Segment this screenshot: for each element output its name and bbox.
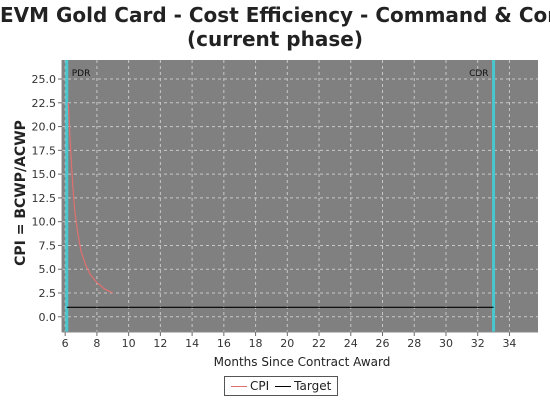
x-tick-label: 28	[407, 337, 421, 350]
legend-label-target: Target	[294, 379, 332, 393]
legend-swatch-cpi	[231, 385, 247, 387]
chart-subtitle: (current phase)	[187, 27, 363, 51]
legend-item-target: Target	[275, 379, 331, 393]
y-tick-label: 10.0	[32, 216, 57, 229]
axes: 6 8 10 12 14 16 18 20 22 24 26 28 30 32 34 0.0 2.5 5.0 7.5…	[32, 60, 538, 350]
y-tick-label: 5.0	[39, 263, 57, 276]
x-tick-label: 26	[376, 337, 390, 350]
x-axis-label: Months Since Contract Award	[214, 355, 391, 369]
legend-swatch-target	[275, 385, 292, 387]
x-tick-label: 16	[217, 337, 231, 350]
x-tick-label: 8	[93, 337, 100, 350]
x-tick-label: 6	[62, 337, 69, 350]
x-tick-label: 32	[471, 337, 485, 350]
grid	[62, 60, 538, 332]
legend-label-cpi: CPI	[250, 379, 270, 393]
milestone-label-cdr: CDR	[469, 69, 488, 79]
x-tick-label: 34	[502, 337, 516, 350]
milestone-label-pdr: PDR	[72, 69, 91, 79]
y-tick-label: 22.5	[32, 97, 57, 110]
legend-item-cpi: CPI	[231, 379, 269, 393]
x-tick-label: 12	[153, 337, 167, 350]
y-tick-label: 20.0	[32, 121, 57, 134]
legend: CPI Target	[224, 376, 339, 396]
x-tick-label: 22	[312, 337, 326, 350]
plot-area	[62, 60, 538, 332]
series-layer	[66, 102, 494, 308]
y-tick-label: 2.5	[39, 287, 57, 300]
y-tick-label: 17.5	[32, 144, 57, 157]
y-tick-label: 12.5	[32, 192, 57, 205]
x-tick-label: 14	[185, 337, 199, 350]
x-tick-label: 20	[280, 337, 294, 350]
y-tick-label: 25.0	[32, 73, 57, 86]
chart-title: EVM Gold Card - Cost Efficiency - Comman…	[0, 3, 550, 27]
y-tick-label: 0.0	[39, 311, 57, 324]
y-tick-label: 7.5	[39, 239, 57, 252]
x-tick-label: 10	[122, 337, 136, 350]
milestones: PDR CDR	[65, 60, 496, 332]
x-tick-label: 30	[439, 337, 453, 350]
x-tick-label: 24	[344, 337, 358, 350]
series-line-cpi	[67, 102, 114, 294]
y-tick-label: 15.0	[32, 168, 57, 181]
x-tick-label: 18	[249, 337, 263, 350]
y-axis-label: CPI = BCWP/ACWP	[13, 120, 29, 266]
